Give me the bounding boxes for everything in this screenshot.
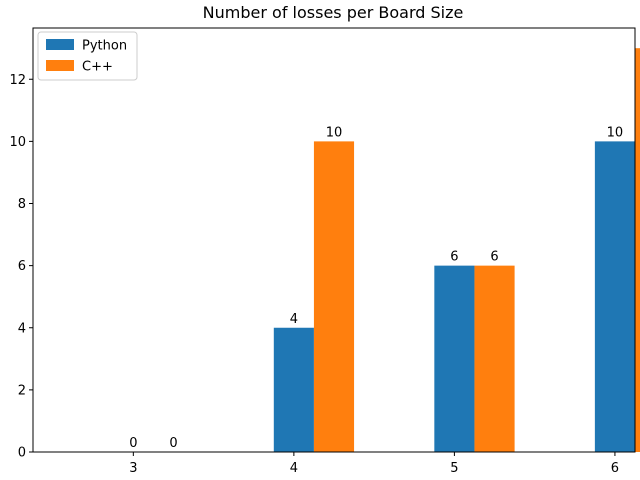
value-label: 0: [169, 436, 177, 451]
value-label: 10: [607, 125, 624, 140]
y-tick-label: 2: [18, 383, 26, 398]
legend-swatch-python: [46, 39, 74, 50]
value-label: 6: [490, 250, 498, 265]
x-tick-label: 5: [450, 461, 458, 476]
legend-label-python: Python: [82, 39, 127, 54]
chart-title: Number of losses per Board Size: [203, 3, 464, 22]
x-tick-label: 3: [129, 461, 137, 476]
plot-area: 046100106133456024681012: [9, 48, 640, 476]
value-label: 4: [290, 312, 298, 327]
bar-cp-4: [313, 141, 355, 452]
x-tick-label: 6: [611, 461, 619, 476]
value-label: 0: [129, 436, 137, 451]
bar-python-4: [273, 327, 314, 452]
bar-cp-6: [635, 48, 640, 452]
plot-frame: [32, 27, 636, 453]
y-tick-label: 10: [9, 135, 26, 150]
y-tick-label: 8: [18, 197, 26, 212]
bar-python-6: [594, 141, 635, 452]
x-tick-label: 4: [290, 461, 298, 476]
value-label: 6: [450, 250, 458, 265]
y-tick-label: 0: [18, 446, 26, 461]
legend-label-cpp: C++: [82, 60, 113, 75]
legend: Python C++: [37, 31, 138, 81]
value-label: 10: [326, 125, 343, 140]
bar-cp-5: [474, 265, 515, 452]
y-tick-label: 4: [18, 321, 26, 336]
legend-swatch-cpp: [46, 60, 74, 71]
bar-python-5: [434, 265, 475, 452]
y-tick-label: 12: [9, 73, 26, 88]
y-tick-label: 6: [18, 259, 26, 274]
